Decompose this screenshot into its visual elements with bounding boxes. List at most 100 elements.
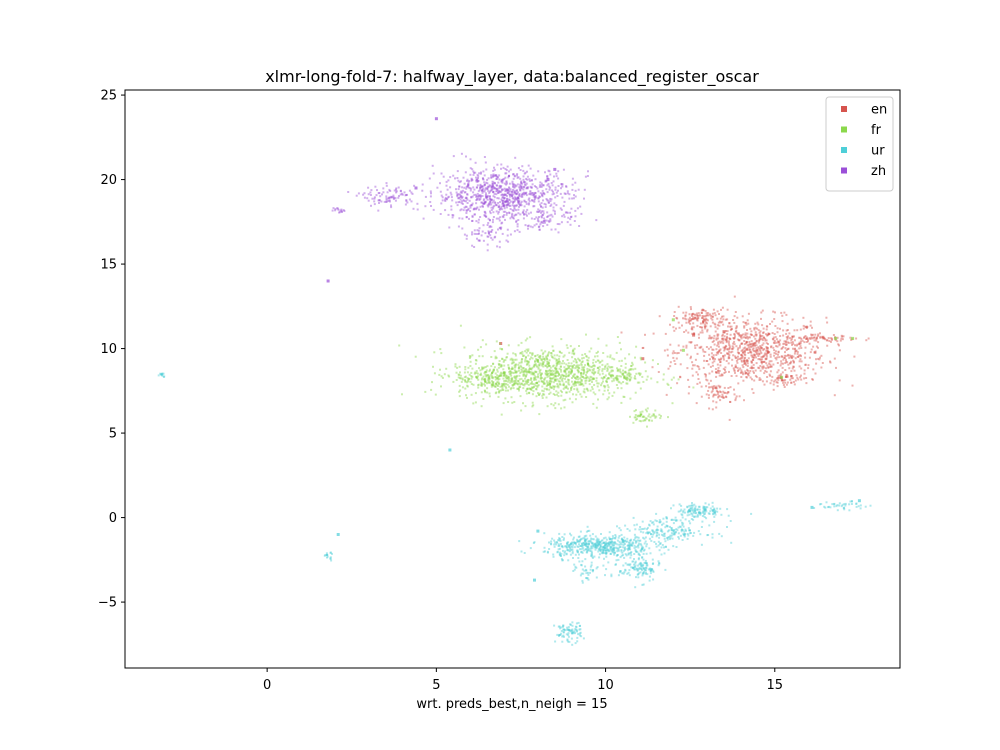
point-en xyxy=(716,335,719,337)
point-ur xyxy=(594,546,597,549)
point-zh xyxy=(529,185,532,188)
point-ur xyxy=(555,543,558,546)
point-en xyxy=(736,348,739,351)
point-zh xyxy=(551,215,554,218)
point-fr xyxy=(600,376,603,379)
point-zh xyxy=(520,185,523,188)
point-zh xyxy=(494,202,497,205)
point-en xyxy=(749,333,752,336)
point-en xyxy=(728,350,731,353)
point-ur xyxy=(644,561,647,564)
point-zh xyxy=(460,190,463,193)
point-ur xyxy=(823,505,826,508)
point-zh xyxy=(486,186,489,189)
point-en xyxy=(707,394,710,397)
point-ur xyxy=(570,631,573,634)
point-en xyxy=(705,325,708,328)
point-en xyxy=(743,343,746,346)
point-fr xyxy=(522,371,525,373)
point-fr xyxy=(484,390,486,393)
point-fr xyxy=(567,364,569,367)
point-ur xyxy=(634,537,637,540)
point-fr xyxy=(692,386,695,389)
point-en xyxy=(755,375,758,378)
point-zh xyxy=(392,194,395,197)
point-fr xyxy=(577,365,580,368)
point-zh xyxy=(479,186,481,189)
point-zh xyxy=(540,205,543,208)
point-en xyxy=(727,352,730,355)
point-en xyxy=(722,339,725,342)
point-en xyxy=(787,354,790,357)
point-zh xyxy=(490,174,493,177)
point-fr xyxy=(627,377,630,380)
point-en xyxy=(641,357,645,361)
point-fr xyxy=(501,357,504,360)
point-ur xyxy=(819,503,821,506)
point-ur xyxy=(689,507,692,510)
point-fr xyxy=(585,377,588,379)
point-ur xyxy=(550,542,552,545)
point-en xyxy=(772,341,775,344)
point-zh xyxy=(573,194,575,197)
point-fr xyxy=(601,369,604,372)
point-zh xyxy=(561,185,564,188)
point-fr xyxy=(592,367,595,370)
point-ur xyxy=(552,555,555,558)
point-en xyxy=(726,308,729,311)
point-zh xyxy=(570,216,572,218)
point-zh xyxy=(516,204,518,207)
point-zh xyxy=(528,179,531,182)
point-ur xyxy=(633,538,635,541)
point-zh xyxy=(479,198,482,200)
point-en xyxy=(760,346,762,349)
point-en xyxy=(664,332,667,335)
point-zh xyxy=(571,188,574,191)
point-ur xyxy=(666,538,669,541)
point-fr xyxy=(597,359,600,362)
point-en xyxy=(733,295,736,298)
point-ur xyxy=(564,629,567,632)
point-zh xyxy=(491,186,494,189)
point-zh xyxy=(573,220,576,222)
chart-title: xlmr-long-fold-7: halfway_layer, data:ba… xyxy=(265,67,759,87)
point-ur xyxy=(727,514,730,517)
point-fr xyxy=(629,415,631,418)
point-fr xyxy=(571,356,574,359)
point-fr xyxy=(555,360,558,363)
point-zh xyxy=(500,198,503,201)
point-ur xyxy=(648,531,651,534)
point-ur xyxy=(556,551,559,554)
point-en xyxy=(695,317,698,320)
point-en xyxy=(839,339,842,342)
point-zh xyxy=(498,240,501,243)
point-zh xyxy=(514,204,516,207)
point-fr xyxy=(556,378,559,381)
point-fr xyxy=(537,384,540,387)
point-fr xyxy=(524,360,527,363)
point-fr xyxy=(565,391,568,394)
point-en xyxy=(701,326,704,329)
point-en xyxy=(732,346,735,349)
point-fr xyxy=(611,357,614,360)
point-en xyxy=(729,338,732,341)
point-fr xyxy=(537,356,540,358)
point-fr xyxy=(529,368,532,370)
point-ur xyxy=(688,529,691,532)
point-ur xyxy=(613,546,616,549)
point-zh xyxy=(541,194,544,197)
point-fr xyxy=(541,377,544,380)
point-zh xyxy=(497,212,500,215)
point-zh xyxy=(486,224,489,226)
point-en xyxy=(738,346,741,349)
point-en xyxy=(692,312,694,315)
point-fr xyxy=(535,358,538,360)
point-fr xyxy=(496,370,499,373)
point-ur xyxy=(571,632,573,635)
point-fr xyxy=(507,379,510,382)
point-ur xyxy=(640,562,643,565)
point-en xyxy=(705,312,708,315)
point-zh xyxy=(499,207,502,210)
point-zh xyxy=(452,174,455,177)
point-ur xyxy=(670,534,673,537)
